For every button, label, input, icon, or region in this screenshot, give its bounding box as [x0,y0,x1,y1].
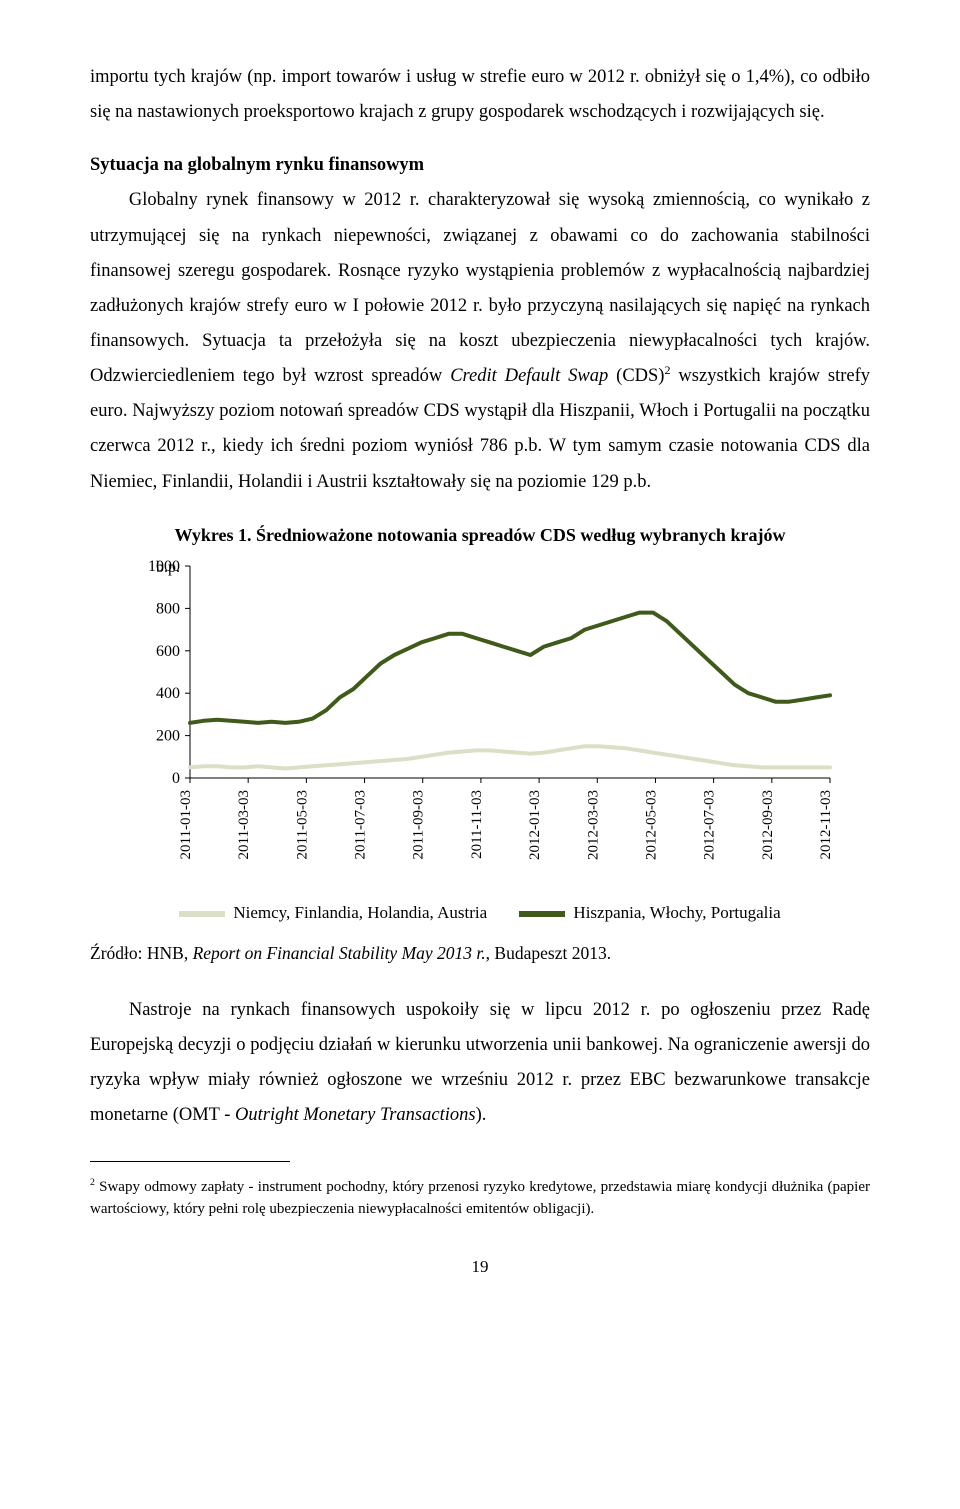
chart-source: Źródło: HNB, Report on Financial Stabili… [90,937,870,970]
chart-legend: Niemcy, Finlandia, Holandia, Austria His… [90,897,870,929]
svg-text:2012-07-03: 2012-07-03 [702,790,718,860]
page: importu tych krajów (np. import towarów … [0,0,960,1323]
svg-text:600: 600 [156,643,180,660]
p3-b: ). [476,1105,487,1125]
paragraph-3: Nastroje na rynkach finansowych uspokoił… [90,993,870,1134]
svg-text:2011-03-03: 2011-03-03 [236,790,252,859]
footnote-2: 2 Swapy odmowy zapłaty - instrument poch… [90,1177,870,1221]
svg-text:2011-09-03: 2011-09-03 [411,790,427,859]
p1-text: importu tych krajów (np. import towarów … [90,67,870,122]
legend-swatch-2 [519,911,565,917]
svg-text:800: 800 [156,600,180,617]
src-i: Report on Financial Stability May 2013 r… [193,943,486,963]
legend-label-2: Hiszpania, Włochy, Portugalia [573,903,780,922]
p2-b: (CDS) [608,366,664,386]
paragraph-1: importu tych krajów (np. import towarów … [90,60,870,130]
legend-item-1: Niemcy, Finlandia, Holandia, Austria [179,897,487,929]
legend-item-2: Hiszpania, Włochy, Portugalia [519,897,780,929]
svg-text:400: 400 [156,685,180,702]
svg-text:2011-07-03: 2011-07-03 [353,790,369,859]
svg-text:2012-01-03: 2012-01-03 [527,790,543,860]
legend-swatch-1 [179,911,225,917]
src-a: Źródło: [90,943,147,963]
paragraph-2: Globalny rynek finansowy w 2012 r. chara… [90,183,870,499]
svg-text:2011-11-03: 2011-11-03 [469,790,485,859]
cds-chart: b.p.020040060080010002011-01-032011-03-0… [120,558,840,891]
footnote-rule [90,1161,290,1162]
src-c: , Budapeszt 2013. [486,943,611,963]
svg-text:200: 200 [156,727,180,744]
chart-title: Wykres 1. Średnioważone notowania spread… [90,518,870,552]
svg-text:1000: 1000 [148,558,180,575]
p2-a: Globalny rynek finansowy w 2012 r. chara… [90,190,870,386]
section-heading: Sytuacja na globalnym rynku finansowym [90,155,424,175]
svg-text:2011-01-03: 2011-01-03 [178,790,194,859]
chart-svg: b.p.020040060080010002011-01-032011-03-0… [120,558,840,878]
p2-italic: Credit Default Swap [450,366,608,386]
footnote-text: Swapy odmowy zapłaty - instrument pochod… [90,1179,870,1217]
svg-text:2011-05-03: 2011-05-03 [294,790,310,859]
svg-text:2012-11-03: 2012-11-03 [818,790,834,859]
svg-text:2012-05-03: 2012-05-03 [643,790,659,860]
svg-text:2012-03-03: 2012-03-03 [585,790,601,860]
page-number: 19 [90,1251,870,1283]
svg-text:0: 0 [172,770,180,787]
p3-i: Outright Monetary Transactions [235,1105,476,1125]
src-b: HNB, [147,943,193,963]
svg-text:2012-09-03: 2012-09-03 [760,790,776,860]
legend-label-1: Niemcy, Finlandia, Holandia, Austria [233,903,487,922]
